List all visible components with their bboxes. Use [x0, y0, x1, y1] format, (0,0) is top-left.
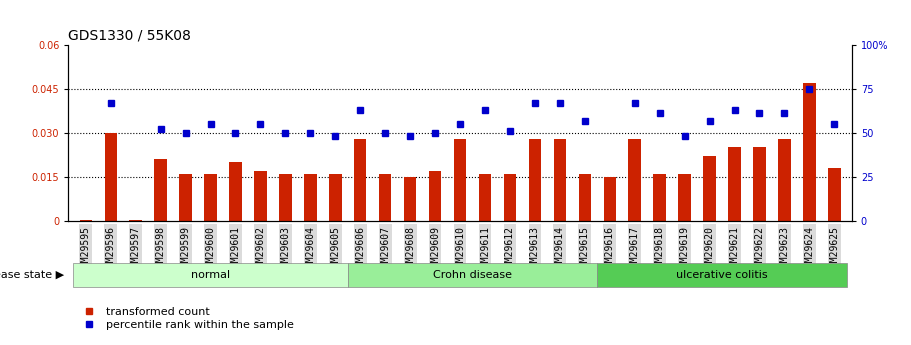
- Bar: [204, 174, 217, 221]
- Bar: [404, 177, 416, 221]
- Bar: [679, 174, 691, 221]
- Text: normal: normal: [191, 270, 230, 279]
- Bar: [154, 159, 167, 221]
- Bar: [379, 174, 392, 221]
- Bar: [578, 174, 591, 221]
- Bar: [254, 171, 267, 221]
- Bar: [329, 174, 342, 221]
- Bar: [230, 162, 241, 221]
- Bar: [504, 174, 517, 221]
- Legend: transformed count, percentile rank within the sample: transformed count, percentile rank withi…: [74, 302, 299, 335]
- Bar: [753, 148, 766, 221]
- Text: Crohn disease: Crohn disease: [433, 270, 512, 279]
- Text: ulcerative colitis: ulcerative colitis: [676, 270, 768, 279]
- Bar: [603, 177, 616, 221]
- Bar: [354, 139, 366, 221]
- Bar: [629, 139, 641, 221]
- Bar: [454, 139, 466, 221]
- Bar: [105, 133, 117, 221]
- Bar: [129, 220, 142, 221]
- Bar: [348, 264, 598, 287]
- Bar: [179, 174, 192, 221]
- Bar: [79, 220, 92, 221]
- Bar: [279, 174, 292, 221]
- Text: disease state ▶: disease state ▶: [0, 270, 64, 280]
- Bar: [429, 171, 441, 221]
- Bar: [653, 174, 666, 221]
- Bar: [728, 148, 741, 221]
- Bar: [804, 83, 815, 221]
- Text: GDS1330 / 55K08: GDS1330 / 55K08: [68, 28, 191, 42]
- Bar: [479, 174, 491, 221]
- Bar: [828, 168, 841, 221]
- Bar: [703, 156, 716, 221]
- Bar: [554, 139, 566, 221]
- Bar: [528, 139, 541, 221]
- Bar: [73, 264, 348, 287]
- Bar: [778, 139, 791, 221]
- Bar: [598, 264, 847, 287]
- Bar: [304, 174, 317, 221]
